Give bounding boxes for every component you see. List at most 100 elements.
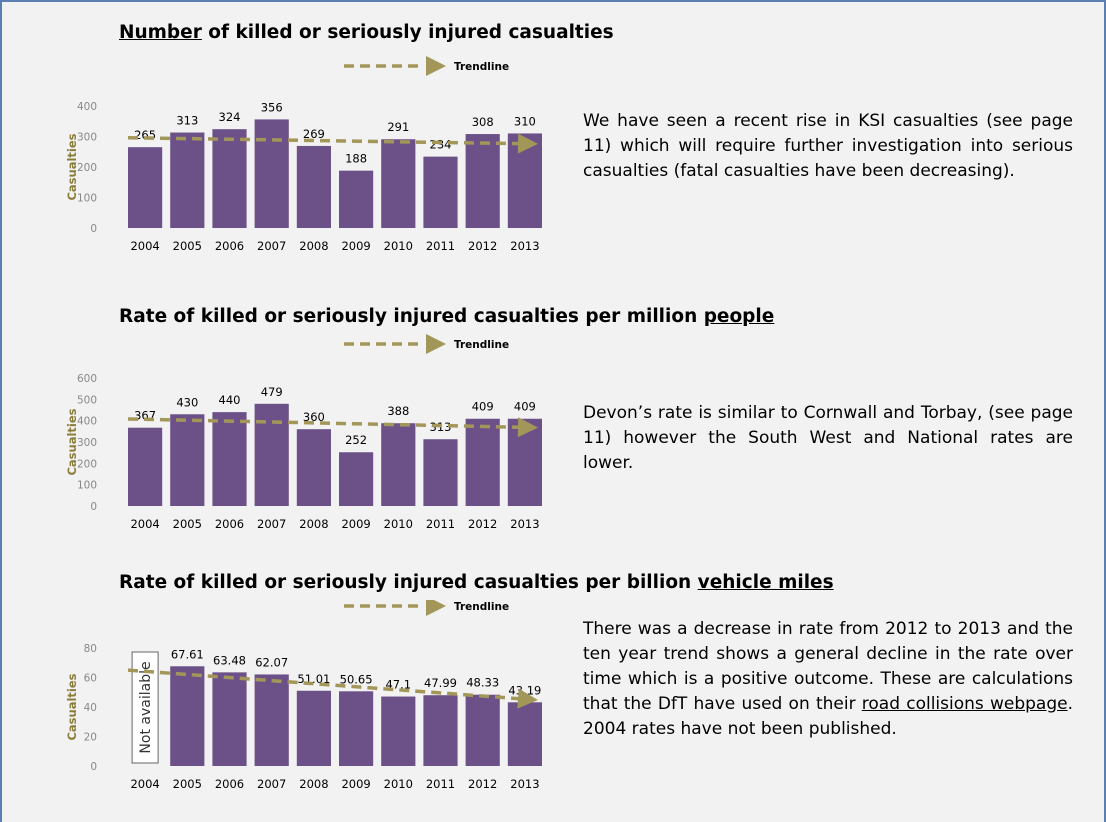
bar xyxy=(339,691,374,766)
legend-label: Trendline xyxy=(454,339,509,351)
data-label: 479 xyxy=(261,385,283,399)
x-tick-label: 2004 xyxy=(130,517,159,531)
data-label: 409 xyxy=(472,400,494,414)
y-tick-label: 100 xyxy=(77,480,97,492)
x-tick-label: 2006 xyxy=(215,777,244,791)
x-tick-label: 2007 xyxy=(257,517,286,531)
data-label: 252 xyxy=(345,433,367,447)
x-tick-label: 2008 xyxy=(299,517,328,531)
x-tick-label: 2009 xyxy=(341,239,370,253)
section-description: There was a decrease in rate from 2012 t… xyxy=(583,619,1073,739)
x-tick-label: 2004 xyxy=(130,777,159,791)
bar xyxy=(128,427,163,506)
y-tick-label: 100 xyxy=(77,193,97,205)
y-tick-label: 40 xyxy=(84,702,97,714)
road-collisions-link[interactable]: road collisions webpage xyxy=(861,694,1068,714)
y-tick-label: 500 xyxy=(77,394,97,406)
x-tick-label: 2013 xyxy=(510,517,539,531)
data-label: 291 xyxy=(387,120,409,134)
section-title: Number of killed or seriously injured ca… xyxy=(119,22,614,43)
y-tick-label: 400 xyxy=(77,101,97,113)
x-tick-label: 2012 xyxy=(468,777,497,791)
data-label: 409 xyxy=(514,400,536,414)
title-underlined: Number xyxy=(119,22,202,43)
y-tick-label: 400 xyxy=(77,416,97,428)
bar xyxy=(212,129,247,228)
bar xyxy=(381,423,416,506)
data-label: 430 xyxy=(176,395,198,409)
x-tick-label: 2013 xyxy=(510,777,539,791)
frame-top-border xyxy=(0,0,1106,2)
data-label: 308 xyxy=(472,115,494,129)
section-description: Devon’s rate is similar to Cornwall and … xyxy=(583,403,1073,473)
x-tick-label: 2005 xyxy=(173,777,202,791)
y-tick-label: 200 xyxy=(77,458,97,470)
bar xyxy=(170,414,205,506)
bar xyxy=(423,695,458,766)
trendline xyxy=(127,135,523,146)
data-label: 356 xyxy=(261,100,283,114)
bar xyxy=(465,694,500,766)
data-label: 43.19 xyxy=(508,683,541,697)
data-label: 269 xyxy=(303,127,325,141)
x-tick-label: 2008 xyxy=(299,777,328,791)
title-underlined: people xyxy=(703,306,775,327)
data-label: 50.65 xyxy=(340,672,373,686)
y-tick-label: 600 xyxy=(77,373,97,385)
data-label: 324 xyxy=(219,110,241,124)
x-tick-label: 2005 xyxy=(173,239,202,253)
legend-arrowhead xyxy=(426,334,446,354)
x-tick-label: 2010 xyxy=(384,239,413,253)
x-tick-label: 2010 xyxy=(384,777,413,791)
bar xyxy=(465,418,500,506)
y-tick-label: 0 xyxy=(90,761,97,773)
data-label: 265 xyxy=(134,128,156,142)
bar xyxy=(296,690,331,766)
trendline xyxy=(127,668,523,701)
data-label: 188 xyxy=(345,152,367,166)
x-tick-label: 2011 xyxy=(426,777,455,791)
y-tick-label: 60 xyxy=(84,673,97,685)
x-tick-label: 2012 xyxy=(468,239,497,253)
bar xyxy=(296,429,331,506)
y-tick-label: 200 xyxy=(77,162,97,174)
section-title: Rate of killed or seriously injured casu… xyxy=(119,572,834,593)
x-tick-label: 2009 xyxy=(341,777,370,791)
x-tick-label: 2011 xyxy=(426,239,455,253)
bar xyxy=(339,452,374,506)
data-label: 313 xyxy=(176,114,198,128)
data-label: 388 xyxy=(387,404,409,418)
bar xyxy=(128,147,163,228)
section-description: We have seen a recent rise in KSI casual… xyxy=(583,111,1073,181)
section-title: Rate of killed or seriously injured casu… xyxy=(119,306,775,327)
y-axis-label: Casualties xyxy=(65,408,79,475)
trendline xyxy=(127,417,523,430)
data-label: 62.07 xyxy=(255,655,288,669)
bar xyxy=(212,412,247,506)
x-tick-label: 2010 xyxy=(384,517,413,531)
x-tick-label: 2005 xyxy=(173,517,202,531)
data-label: 234 xyxy=(430,138,452,152)
y-tick-label: 0 xyxy=(90,501,97,513)
x-tick-label: 2007 xyxy=(257,239,286,253)
bar xyxy=(381,139,416,228)
data-label: 440 xyxy=(219,393,241,407)
x-tick-label: 2008 xyxy=(299,239,328,253)
data-label: 63.48 xyxy=(213,653,246,667)
bar xyxy=(254,403,289,506)
x-tick-label: 2011 xyxy=(426,517,455,531)
x-tick-label: 2006 xyxy=(215,239,244,253)
y-tick-label: 300 xyxy=(77,437,97,449)
x-tick-label: 2013 xyxy=(510,239,539,253)
data-label: 48.33 xyxy=(466,676,499,690)
bar xyxy=(381,696,416,766)
frame-left-border xyxy=(0,0,2,822)
data-label: 310 xyxy=(514,114,536,128)
x-tick-label: 2007 xyxy=(257,777,286,791)
x-tick-label: 2012 xyxy=(468,517,497,531)
y-tick-label: 20 xyxy=(84,732,97,744)
x-tick-label: 2004 xyxy=(130,239,159,253)
y-tick-label: 80 xyxy=(84,643,97,655)
bar xyxy=(296,145,331,228)
